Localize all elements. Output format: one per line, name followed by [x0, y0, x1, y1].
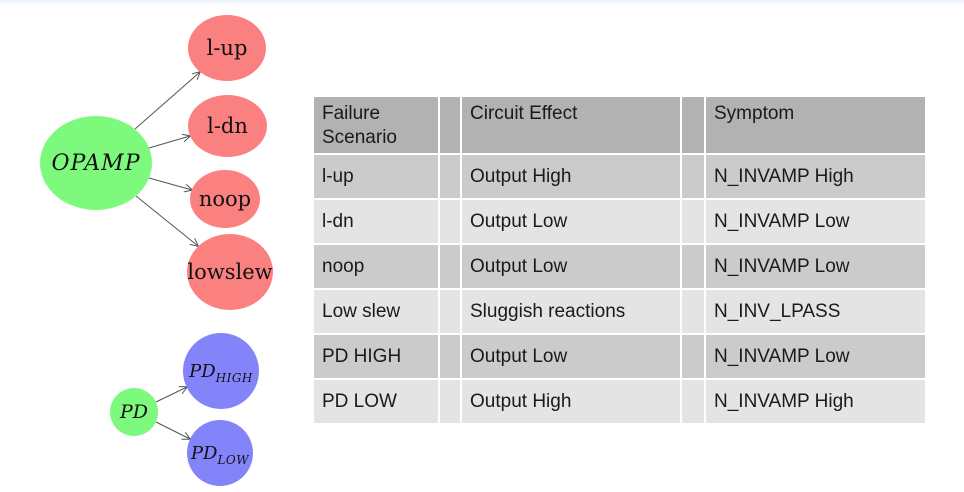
- arrow-pd-to-pdhigh: [155, 387, 187, 403]
- node-l-dn-label: l-dn: [207, 114, 248, 138]
- cell-spacer: [682, 335, 704, 378]
- cell-effect: Output Low: [462, 200, 680, 243]
- node-failure-noop: noop: [190, 170, 260, 228]
- cell-scenario: PD LOW: [314, 380, 438, 423]
- arrow-opamp-to-lowslew: [135, 195, 198, 246]
- node-opamp-root: OPAMP: [40, 116, 152, 210]
- header-spacer-1: [440, 97, 460, 153]
- cell-spacer: [440, 335, 460, 378]
- arrow-pd-to-pdlow: [155, 421, 190, 439]
- pd-low-main: PD: [190, 442, 218, 464]
- cell-scenario: noop: [314, 245, 438, 288]
- cell-spacer: [682, 245, 704, 288]
- pd-high-main: PD: [189, 360, 216, 382]
- cell-scenario: l-dn: [314, 200, 438, 243]
- cell-spacer: [440, 200, 460, 243]
- node-failure-l-dn: l-dn: [188, 95, 267, 157]
- top-edge-tint: [0, 0, 964, 5]
- cell-symptom: N_INVAMP Low: [706, 245, 925, 288]
- node-pd-low-label: PDLOW: [190, 442, 250, 467]
- node-opamp-label: OPAMP: [51, 150, 141, 176]
- node-failure-lowslew: lowslew: [187, 234, 273, 310]
- node-pd-low: PDLOW: [187, 420, 253, 486]
- pd-high-sub: HIGH: [215, 370, 253, 385]
- cell-symptom: N_INVAMP Low: [706, 200, 925, 243]
- arrow-opamp-to-ldn: [148, 136, 190, 149]
- cell-symptom: N_INVAMP High: [706, 380, 925, 423]
- arrow-opamp-to-noop: [148, 177, 192, 190]
- cell-effect: Output Low: [462, 245, 680, 288]
- node-lowslew-label: lowslew: [187, 260, 273, 284]
- cell-symptom: N_INVAMP High: [706, 155, 925, 198]
- cell-spacer: [440, 380, 460, 423]
- cell-scenario: PD HIGH: [314, 335, 438, 378]
- header-circuit-effect: Circuit Effect: [462, 97, 680, 153]
- header-symptom: Symptom: [706, 97, 925, 153]
- node-l-up-label: l-up: [206, 36, 248, 60]
- cell-symptom: N_INVAMP Low: [706, 335, 925, 378]
- cell-spacer: [440, 290, 460, 333]
- cell-spacer: [682, 155, 704, 198]
- node-noop-label: noop: [198, 187, 252, 211]
- cell-scenario: Low slew: [314, 290, 438, 333]
- cell-spacer: [682, 200, 704, 243]
- cell-effect: Output High: [462, 155, 680, 198]
- cell-spacer: [440, 155, 460, 198]
- cell-symptom: N_INV_LPASS: [706, 290, 925, 333]
- cell-effect: Sluggish reactions: [462, 290, 680, 333]
- failure-scenario-table: Failure Scenario Circuit Effect Symptom …: [314, 97, 925, 423]
- cell-effect: Output Low: [462, 335, 680, 378]
- cell-scenario: l-up: [314, 155, 438, 198]
- node-failure-l-up: l-up: [188, 15, 266, 81]
- node-pd-high: PDHIGH: [183, 333, 259, 409]
- cell-spacer: [682, 290, 704, 333]
- cell-spacer: [440, 245, 460, 288]
- cell-spacer: [682, 380, 704, 423]
- node-pd-root: PD: [110, 388, 158, 436]
- node-pd-high-label: PDHIGH: [189, 360, 253, 385]
- cell-effect: Output High: [462, 380, 680, 423]
- header-failure-scenario: Failure Scenario: [314, 97, 438, 153]
- node-pd-label: PD: [119, 401, 149, 423]
- header-spacer-2: [682, 97, 704, 153]
- pd-low-sub: LOW: [217, 452, 250, 467]
